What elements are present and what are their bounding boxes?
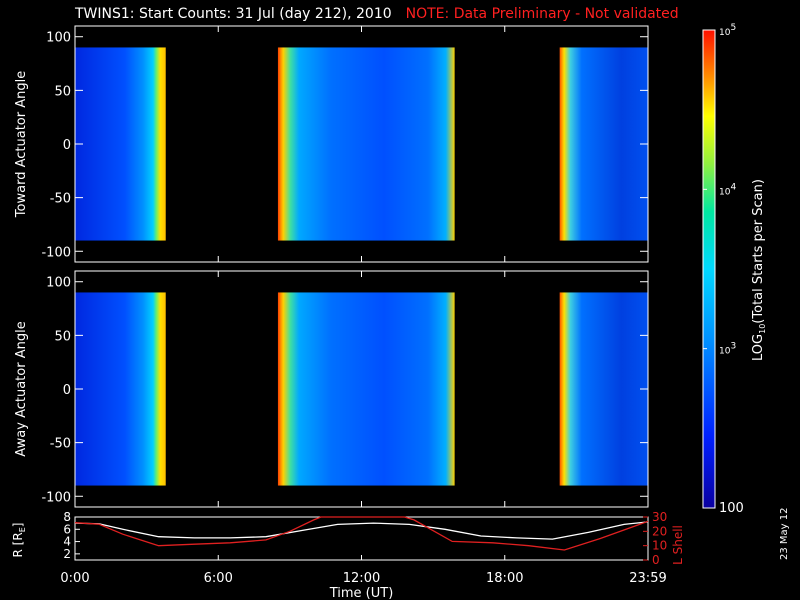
y-axis-label: Toward Actuator Angle <box>14 71 29 218</box>
colorbar: 105 104 103 100 LOG10(Total Starts per Scan) <box>702 23 767 516</box>
y-right-tick-label: 10 <box>652 539 667 553</box>
y-tick-label: 6 <box>63 522 71 536</box>
colorbar-bottom-label: 100 <box>719 501 744 516</box>
colorbar-tick-label: 103 <box>719 342 736 357</box>
y-right-tick-label: 30 <box>652 510 667 524</box>
y-tick-label: 8 <box>63 510 71 524</box>
title-main: TWINS1: Start Counts: 31 Jul (day 212), … <box>75 6 392 22</box>
y-tick-label: 4 <box>63 535 71 549</box>
x-tick-label: 6:00 <box>204 571 233 586</box>
y-tick-label: 100 <box>46 276 71 291</box>
heatmap-block <box>277 292 455 486</box>
footer-date: 23 May 12 <box>779 507 790 560</box>
y-left-axis-label: R [RE] <box>11 523 27 558</box>
x-tick-label: 0:00 <box>60 571 89 586</box>
y-axis-label: Away Actuator Angle <box>14 321 29 456</box>
y-right-axis-label: L Shell <box>671 525 685 565</box>
x-axis-label: Time (UT) <box>329 586 394 600</box>
colorbar-gradient <box>702 29 716 509</box>
heatmap-block <box>559 292 648 486</box>
y-right-tick-label: 20 <box>652 524 667 538</box>
heatmap-panel-2: -100 -50 0 50 100 Away Actuator Angle <box>14 270 649 508</box>
lshell-line <box>74 516 649 551</box>
y-tick-label: 50 <box>54 329 71 344</box>
heatmap-block <box>75 47 166 241</box>
x-tick-label: 23:59 <box>629 571 666 586</box>
y-tick-label: 100 <box>46 31 71 46</box>
heatmap-block <box>75 292 166 486</box>
y-tick-label: 2 <box>63 547 71 561</box>
chart-title: TWINS1: Start Counts: 31 Jul (day 212), … <box>75 6 679 22</box>
y-tick-label: 0 <box>63 138 71 153</box>
colorbar-label: LOG10(Total Starts per Scan) <box>751 179 767 361</box>
y-right-tick-label: 0 <box>652 553 660 567</box>
y-tick-label: -50 <box>50 192 71 207</box>
y-tick-label: -100 <box>41 245 71 260</box>
colorbar-tick-label: 105 <box>719 23 736 38</box>
x-tick-label: 12:00 <box>343 571 380 586</box>
heatmap-block <box>559 47 648 241</box>
heatmap-block <box>277 47 455 241</box>
y-tick-label: 0 <box>63 383 71 398</box>
colorbar-tick-label: 104 <box>719 182 736 197</box>
title-note: NOTE: Data Preliminary - Not validated <box>405 6 679 22</box>
radius-line <box>74 521 649 540</box>
y-tick-label: 50 <box>54 84 71 99</box>
x-tick-label: 18:00 <box>486 571 523 586</box>
heatmap-panel-1: -100 -50 0 50 100 Toward Actuator Angle <box>14 25 649 263</box>
y-tick-label: -100 <box>41 490 71 505</box>
y-tick-label: -50 <box>50 437 71 452</box>
